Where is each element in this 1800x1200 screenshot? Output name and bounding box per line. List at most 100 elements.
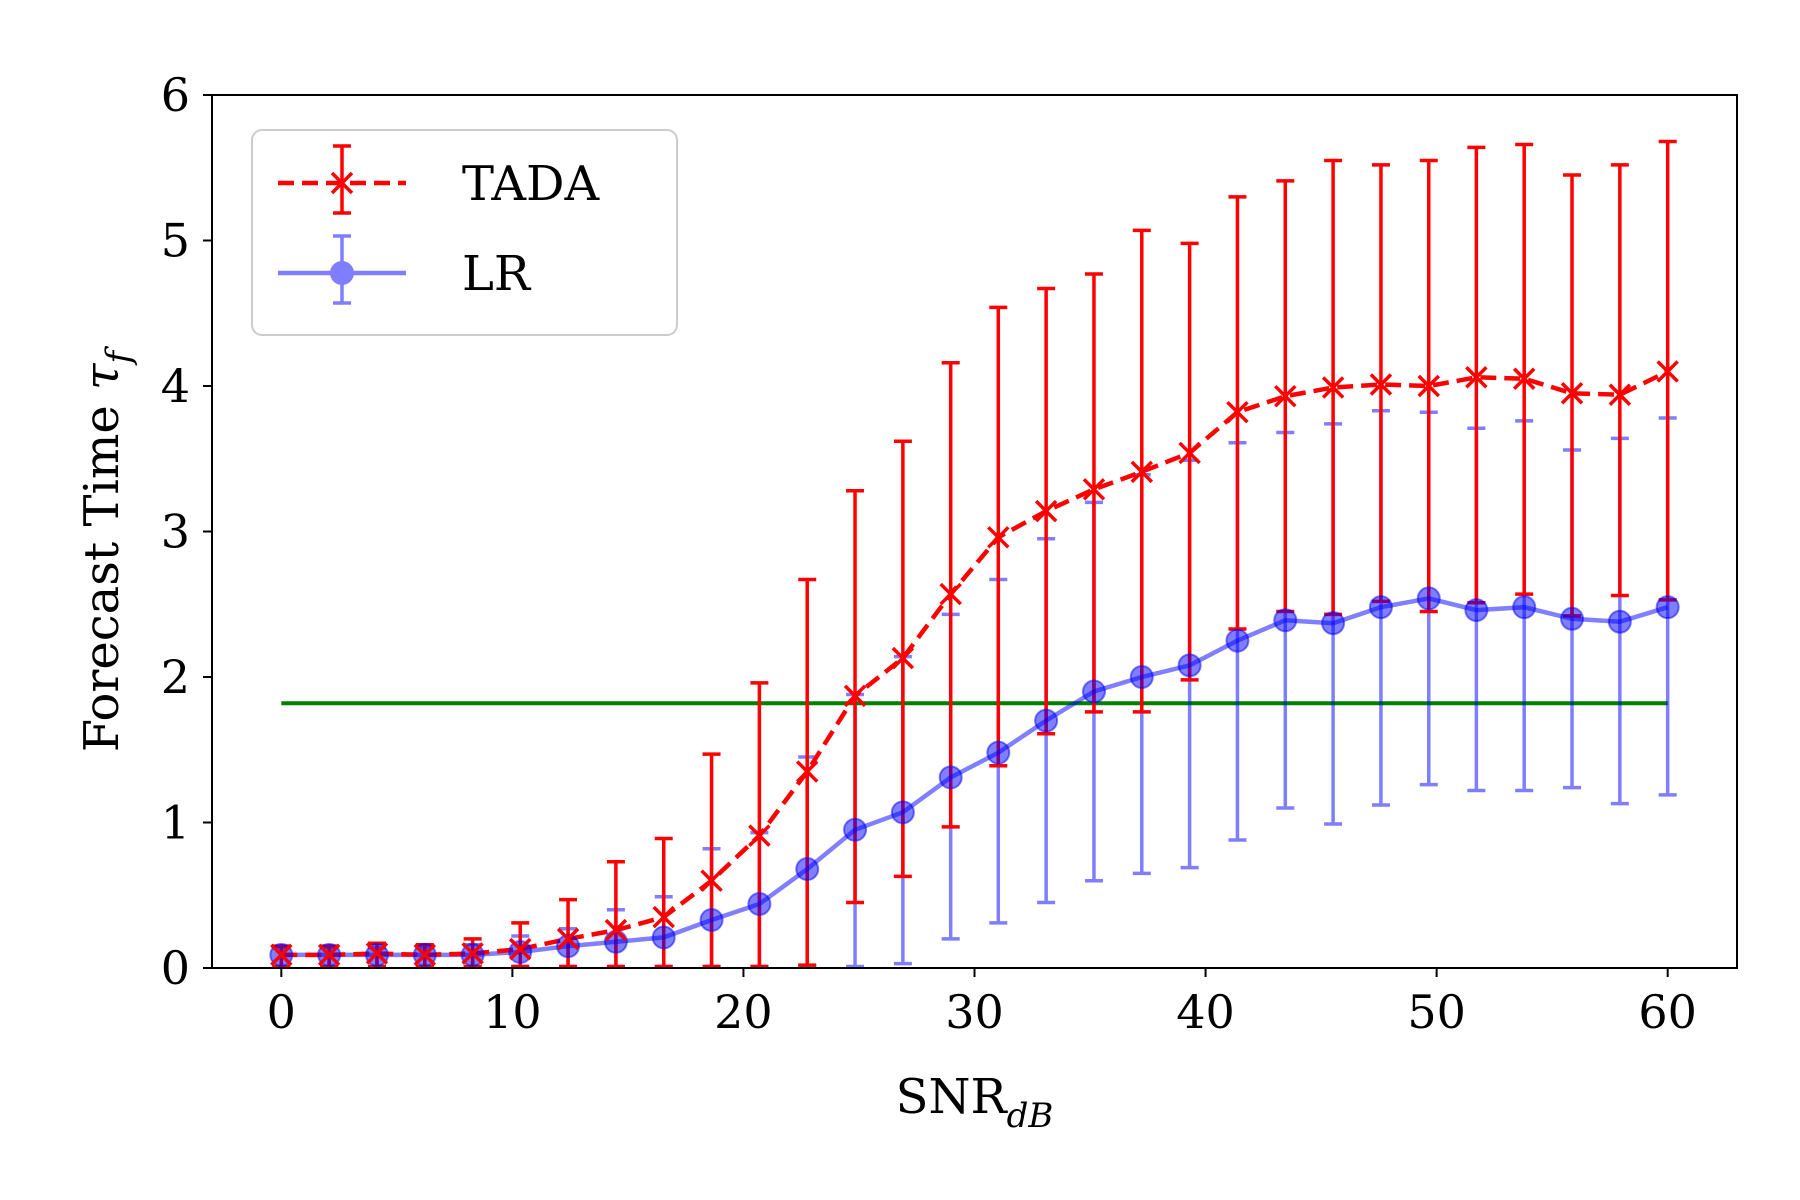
y-axis-title-sub: f bbox=[99, 345, 139, 366]
tada-point bbox=[413, 943, 437, 967]
lr-point bbox=[1464, 598, 1489, 623]
legend-handle-tada bbox=[278, 144, 406, 215]
tada-point bbox=[1034, 499, 1058, 523]
tada-point bbox=[891, 646, 915, 670]
lr-point bbox=[1560, 606, 1585, 631]
y-tick-label: 4 bbox=[161, 359, 190, 413]
tada-point bbox=[1274, 384, 1297, 408]
x-tick-label: 40 bbox=[1176, 985, 1235, 1039]
tada-point bbox=[652, 905, 675, 929]
tada-point bbox=[1656, 360, 1679, 383]
lr-point bbox=[1512, 595, 1537, 620]
y-tick-label: 2 bbox=[161, 650, 190, 704]
tada-errorbar bbox=[1084, 272, 1103, 714]
legend: TADA LR bbox=[251, 129, 678, 336]
tada-errorbars bbox=[272, 139, 1677, 969]
lr-point bbox=[1607, 609, 1632, 634]
tada-point bbox=[270, 943, 293, 967]
tada-point bbox=[508, 937, 532, 961]
tada-point bbox=[1226, 400, 1249, 424]
y-tick-label: 6 bbox=[161, 68, 190, 122]
lr-line bbox=[281, 596, 1669, 958]
lr-point bbox=[1177, 653, 1202, 678]
series-line-layer bbox=[281, 369, 1669, 958]
lr-point bbox=[1129, 665, 1154, 689]
x-axis-title: SNRdB bbox=[896, 1069, 1054, 1136]
y-axis-title: Forecast Time τf bbox=[74, 345, 139, 752]
tada-point bbox=[700, 869, 723, 892]
lr-point bbox=[1416, 586, 1441, 611]
y-tick-label: 5 bbox=[161, 214, 190, 268]
tada-point bbox=[1417, 374, 1441, 398]
tada-point bbox=[1321, 376, 1345, 399]
tada-errorbar bbox=[1515, 142, 1534, 596]
lr-point bbox=[890, 800, 915, 825]
lr-point bbox=[1225, 628, 1250, 653]
tada-errorbar bbox=[1180, 241, 1199, 682]
x-axis-title-main: SNR bbox=[896, 1069, 1009, 1125]
lr-errorbars bbox=[272, 408, 1677, 969]
lr-point bbox=[1034, 708, 1059, 733]
tada-point bbox=[1608, 383, 1632, 406]
tada-point bbox=[365, 942, 389, 965]
lr-point bbox=[508, 939, 533, 964]
tada-line bbox=[281, 369, 1669, 958]
tada-point bbox=[1130, 460, 1154, 484]
tada-point bbox=[795, 760, 819, 783]
y-axis-title-symbol: τ bbox=[74, 362, 130, 390]
tada-point bbox=[1512, 367, 1536, 390]
tada-point bbox=[1560, 382, 1584, 405]
y-tick-label: 0 bbox=[161, 941, 190, 995]
axis-titles-layer: SNRdB Forecast Time τf bbox=[74, 345, 1053, 1136]
lr-point bbox=[651, 925, 676, 950]
legend-marker-tada bbox=[330, 171, 354, 195]
tada-point bbox=[317, 943, 341, 967]
marker-layer bbox=[269, 360, 1680, 967]
y-tick-label: 3 bbox=[161, 505, 190, 559]
x-tick-label: 60 bbox=[1638, 985, 1697, 1039]
tada-point bbox=[1178, 441, 1201, 465]
tada-point bbox=[461, 942, 484, 965]
lr-point bbox=[603, 929, 628, 954]
x-tick-label: 50 bbox=[1407, 985, 1466, 1039]
y-tick-label: 1 bbox=[161, 796, 190, 850]
lr-point bbox=[1655, 595, 1680, 620]
lr-point bbox=[747, 891, 772, 916]
legend-handle-lr bbox=[278, 234, 406, 305]
x-tick-label: 30 bbox=[945, 985, 1004, 1039]
tada-point bbox=[748, 824, 771, 847]
tada-point bbox=[1369, 373, 1393, 396]
lr-point bbox=[1273, 608, 1298, 633]
legend-group-lr bbox=[278, 234, 406, 305]
lr-point bbox=[795, 857, 820, 882]
lr-point bbox=[556, 934, 581, 959]
lr-point bbox=[1368, 595, 1393, 620]
errorbar-layer bbox=[272, 139, 1677, 969]
x-tick-label: 20 bbox=[714, 985, 773, 1039]
legend-marker-lr bbox=[330, 261, 354, 285]
lr-point bbox=[986, 740, 1011, 765]
tada-point bbox=[556, 927, 580, 951]
tada-errorbar bbox=[702, 752, 721, 969]
tada-errorbar bbox=[750, 681, 769, 969]
lr-point bbox=[1321, 611, 1346, 636]
x-tick-label: 10 bbox=[483, 985, 542, 1039]
y-axis-title-main: Forecast Time bbox=[74, 390, 130, 752]
lr-point bbox=[1081, 679, 1106, 704]
legend-label-lr: LR bbox=[462, 246, 532, 302]
tada-point bbox=[1465, 366, 1488, 389]
tada-point bbox=[843, 684, 867, 708]
tada-point bbox=[1082, 478, 1106, 501]
axis-ticks-layer: 0 10 20 30 40 50 60 0 1 2 3 4 5 6 bbox=[161, 68, 1697, 1039]
lr-point bbox=[843, 817, 868, 842]
lr-point bbox=[699, 907, 724, 932]
lr-point bbox=[938, 765, 963, 790]
tada-point bbox=[987, 526, 1010, 549]
tada-point bbox=[939, 582, 962, 606]
tada-errorbar bbox=[1610, 163, 1629, 598]
x-tick-label: 0 bbox=[267, 985, 296, 1039]
x-axis-title-sub: dB bbox=[1007, 1096, 1054, 1136]
tada-point bbox=[604, 918, 628, 942]
